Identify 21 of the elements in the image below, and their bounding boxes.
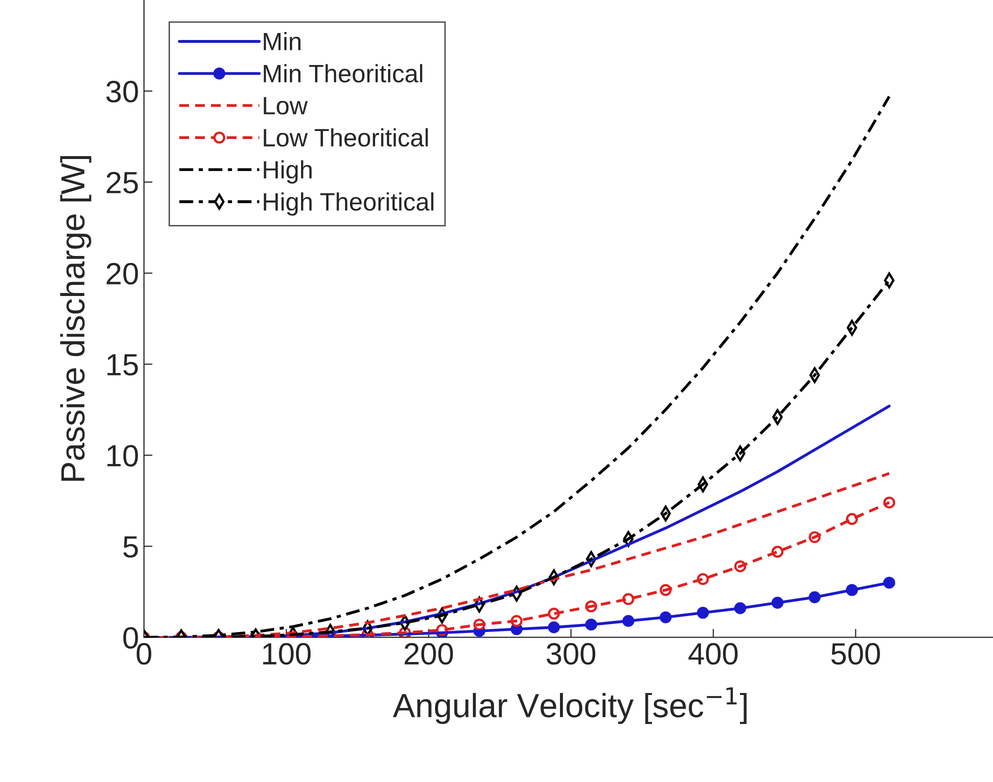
x-tick-label: 400 bbox=[688, 643, 738, 665]
legend-label: Min Theoritical bbox=[264, 64, 422, 82]
y-tick-label: 0 bbox=[123, 627, 138, 649]
legend-label: High bbox=[264, 160, 312, 184]
y-tick-label: 10 bbox=[107, 444, 138, 467]
y-tick-label: 15 bbox=[107, 354, 138, 376]
y-axis-title: Passive discharge [W] bbox=[60, 156, 92, 481]
x-tick-label: 0 bbox=[136, 643, 152, 665]
x-axis-title: Angular Velocity [sec$^{−1}$] bbox=[392, 687, 747, 724]
x-tick-label: 200 bbox=[404, 643, 453, 665]
y-tick-label: 5 bbox=[123, 536, 138, 558]
x-tick-label: 300 bbox=[546, 643, 596, 665]
x-tick-label: 100 bbox=[263, 643, 311, 665]
x-tick-label: 500 bbox=[831, 643, 880, 665]
y-tick-label: 30 bbox=[106, 80, 138, 102]
legend-label: Low Theoritical bbox=[264, 128, 428, 147]
legend-label: Min bbox=[264, 32, 300, 50]
legend-label: Low bbox=[264, 97, 308, 115]
y-tick-label: 25 bbox=[106, 172, 138, 194]
y-tick-label: 20 bbox=[106, 262, 138, 285]
legend-label: High Theoritical bbox=[264, 192, 434, 216]
